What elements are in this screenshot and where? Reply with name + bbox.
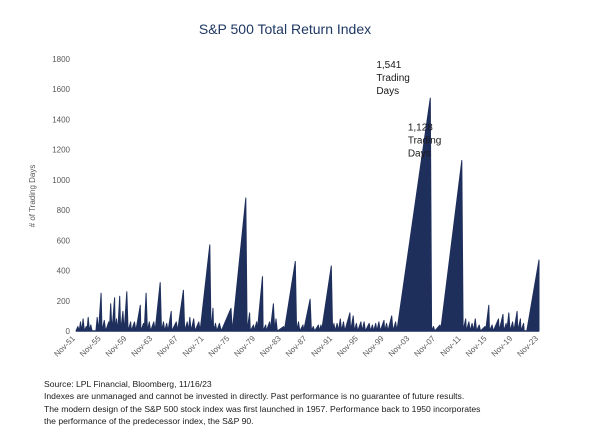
footnotes: Source: LPL Financial, Bloomberg, 11/16/… — [44, 378, 584, 428]
x-tick-label: Nov-51 — [52, 334, 77, 359]
chart-title: S&P 500 Total Return Index — [199, 21, 371, 37]
x-tick-label: Nov-99 — [361, 334, 386, 359]
y-tick-label: 1000 — [52, 176, 70, 185]
y-tick-label: 600 — [57, 236, 71, 245]
x-tick-label: Nov-19 — [490, 334, 515, 359]
y-tick-labels: 0 200 400 600 800 1000 1200 1400 1600 1800 — [52, 55, 70, 336]
x-tick-label: Nov-03 — [387, 334, 412, 359]
y-tick-label: 1200 — [52, 146, 70, 155]
x-tick-label: Nov-83 — [258, 334, 283, 359]
x-tick-label: Nov-87 — [284, 334, 309, 359]
x-tick-label: Nov-07 — [412, 334, 437, 359]
series-area — [75, 97, 540, 332]
y-tick-label: 1400 — [52, 115, 70, 124]
y-tick-label: 400 — [57, 267, 71, 276]
x-tick-label: Nov-67 — [155, 334, 180, 359]
x-tick-label: Nov-91 — [310, 334, 335, 359]
chart: S&P 500 Total Return Index # of Trading … — [28, 21, 540, 359]
x-tick-label: Nov-63 — [130, 334, 155, 359]
x-tick-label: Nov-71 — [181, 334, 206, 359]
annotation-label: Trading — [408, 136, 442, 147]
x-tick-label: Nov-23 — [515, 334, 540, 359]
annotation-label: 1,541 — [376, 60, 401, 71]
annotation-label: 1,128 — [408, 123, 433, 134]
y-tick-label: 800 — [57, 206, 71, 215]
disclaimer-line-3: the performance of the predecessor index… — [44, 416, 254, 427]
y-axis-label: # of Trading Days — [28, 165, 37, 228]
x-tick-label: Nov-55 — [78, 334, 103, 359]
x-tick-label: Nov-59 — [104, 334, 129, 359]
y-tick-label: 200 — [57, 297, 71, 306]
annotation-label: Days — [376, 86, 399, 97]
x-tick-label: Nov-15 — [464, 334, 489, 359]
x-tick-labels: Nov-51 Nov-55 Nov-59 Nov-63 Nov-67 Nov-71 Nov-… — [52, 334, 540, 359]
source-note: Source: LPL Financial, Bloomberg, 11/16/… — [44, 379, 212, 389]
y-tick-label: 1800 — [52, 55, 70, 64]
y-tick-label: 1600 — [52, 85, 70, 94]
plot-area — [75, 97, 540, 332]
x-tick-label: Nov-75 — [207, 334, 232, 359]
y-tick-label: 0 — [66, 327, 71, 336]
annotation-label: Days — [408, 149, 431, 160]
disclaimer-line-2: The modern design of the S&P 500 stock i… — [44, 403, 481, 414]
x-tick-label: Nov-11 — [439, 334, 464, 359]
annotation-label: Trading — [376, 73, 410, 84]
x-tick-label: Nov-79 — [232, 334, 257, 359]
annotations: 1,541 Trading Days 1,128 Trading Days — [376, 60, 441, 159]
disclaimer-line-1: Indexes are unmanaged and cannot be inve… — [44, 391, 465, 402]
x-tick-label: Nov-95 — [335, 334, 360, 359]
